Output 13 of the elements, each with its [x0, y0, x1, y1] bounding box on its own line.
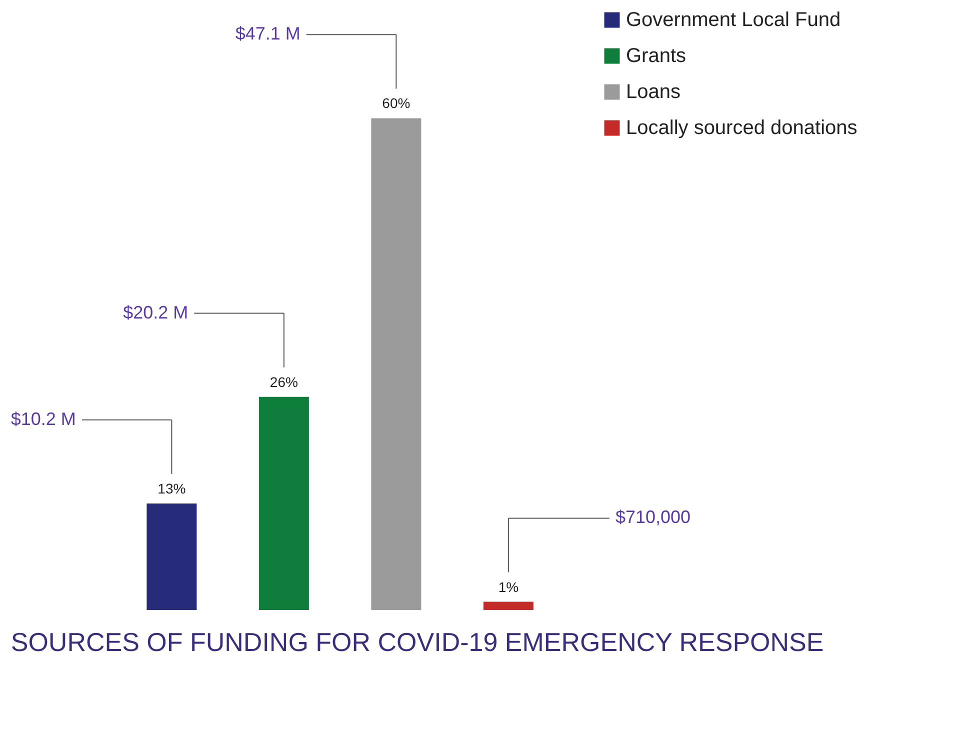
text: $10.2 M: [10, 408, 76, 429]
data-label: 13%: [158, 480, 186, 496]
data-label: 1%: [498, 578, 519, 595]
annotation: $20.2 M: [123, 302, 188, 322]
legend-label: Government Local Fund: [626, 9, 841, 31]
text: $47.1 M: [235, 24, 300, 44]
data-label: 26%: [270, 374, 298, 390]
legend-label: Locally sourced donations: [626, 117, 858, 139]
legend-label: Grants: [626, 45, 686, 67]
text: $710,000: [615, 507, 691, 528]
data-label: 60%: [382, 95, 410, 112]
text: SOURCES OF FUNDING FOR COVID-19 EMERGENCY RESPONSE: [10, 627, 824, 657]
legend-label: Loans: [626, 81, 680, 103]
